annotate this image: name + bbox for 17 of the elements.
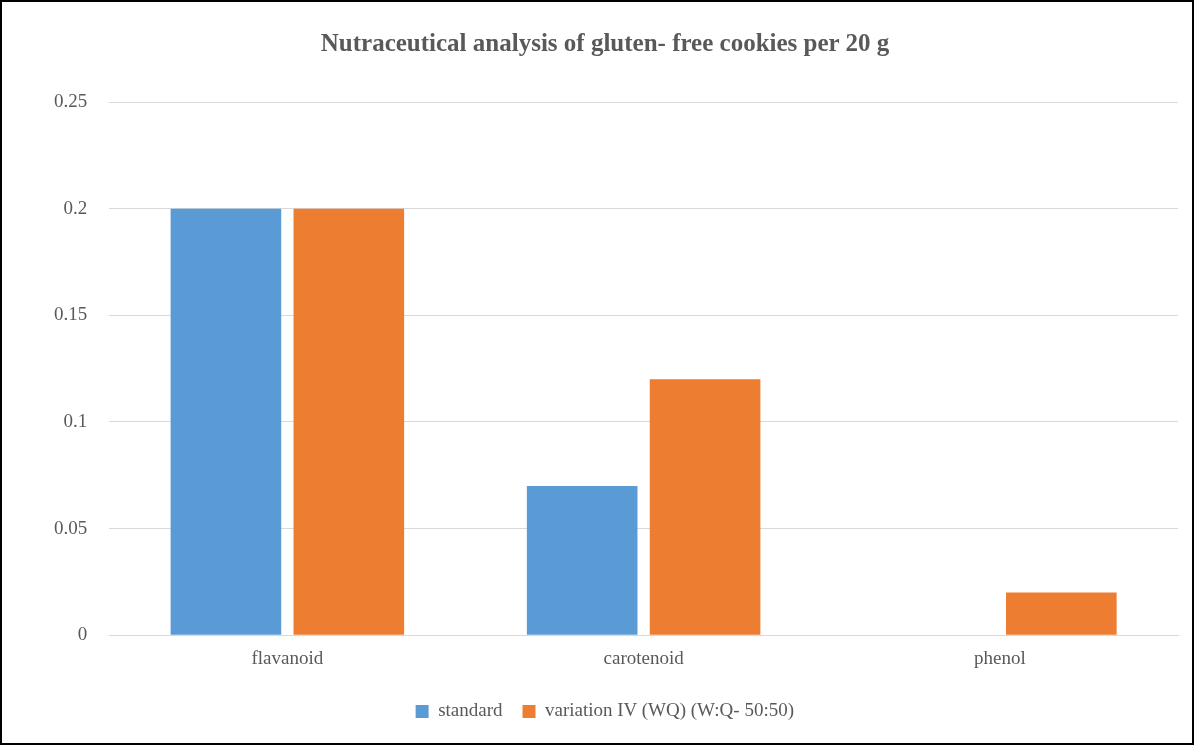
bar bbox=[1006, 592, 1117, 635]
x-tick-label: flavanoid bbox=[251, 646, 324, 668]
bar bbox=[170, 208, 282, 635]
y-tick-label: 0.2 bbox=[63, 196, 88, 218]
bar bbox=[526, 485, 638, 635]
bar bbox=[649, 379, 761, 635]
y-tick-label: 0.25 bbox=[54, 89, 88, 111]
x-tick-label: carotenoid bbox=[603, 646, 685, 668]
chart-title: Nutraceutical analysis of gluten- free cookies per 20 g bbox=[320, 29, 890, 57]
x-tick-label: phenol bbox=[974, 646, 1026, 668]
y-tick-label: 0.05 bbox=[54, 516, 88, 538]
legend-label: standard bbox=[438, 699, 503, 721]
y-tick-label: 0.1 bbox=[63, 409, 88, 431]
bar bbox=[293, 208, 405, 635]
y-tick-label: 0 bbox=[77, 623, 88, 645]
legend-label: variation IV (WQ) (W:Q- 50:50) bbox=[545, 699, 795, 722]
y-tick-label: 0.15 bbox=[54, 303, 88, 325]
